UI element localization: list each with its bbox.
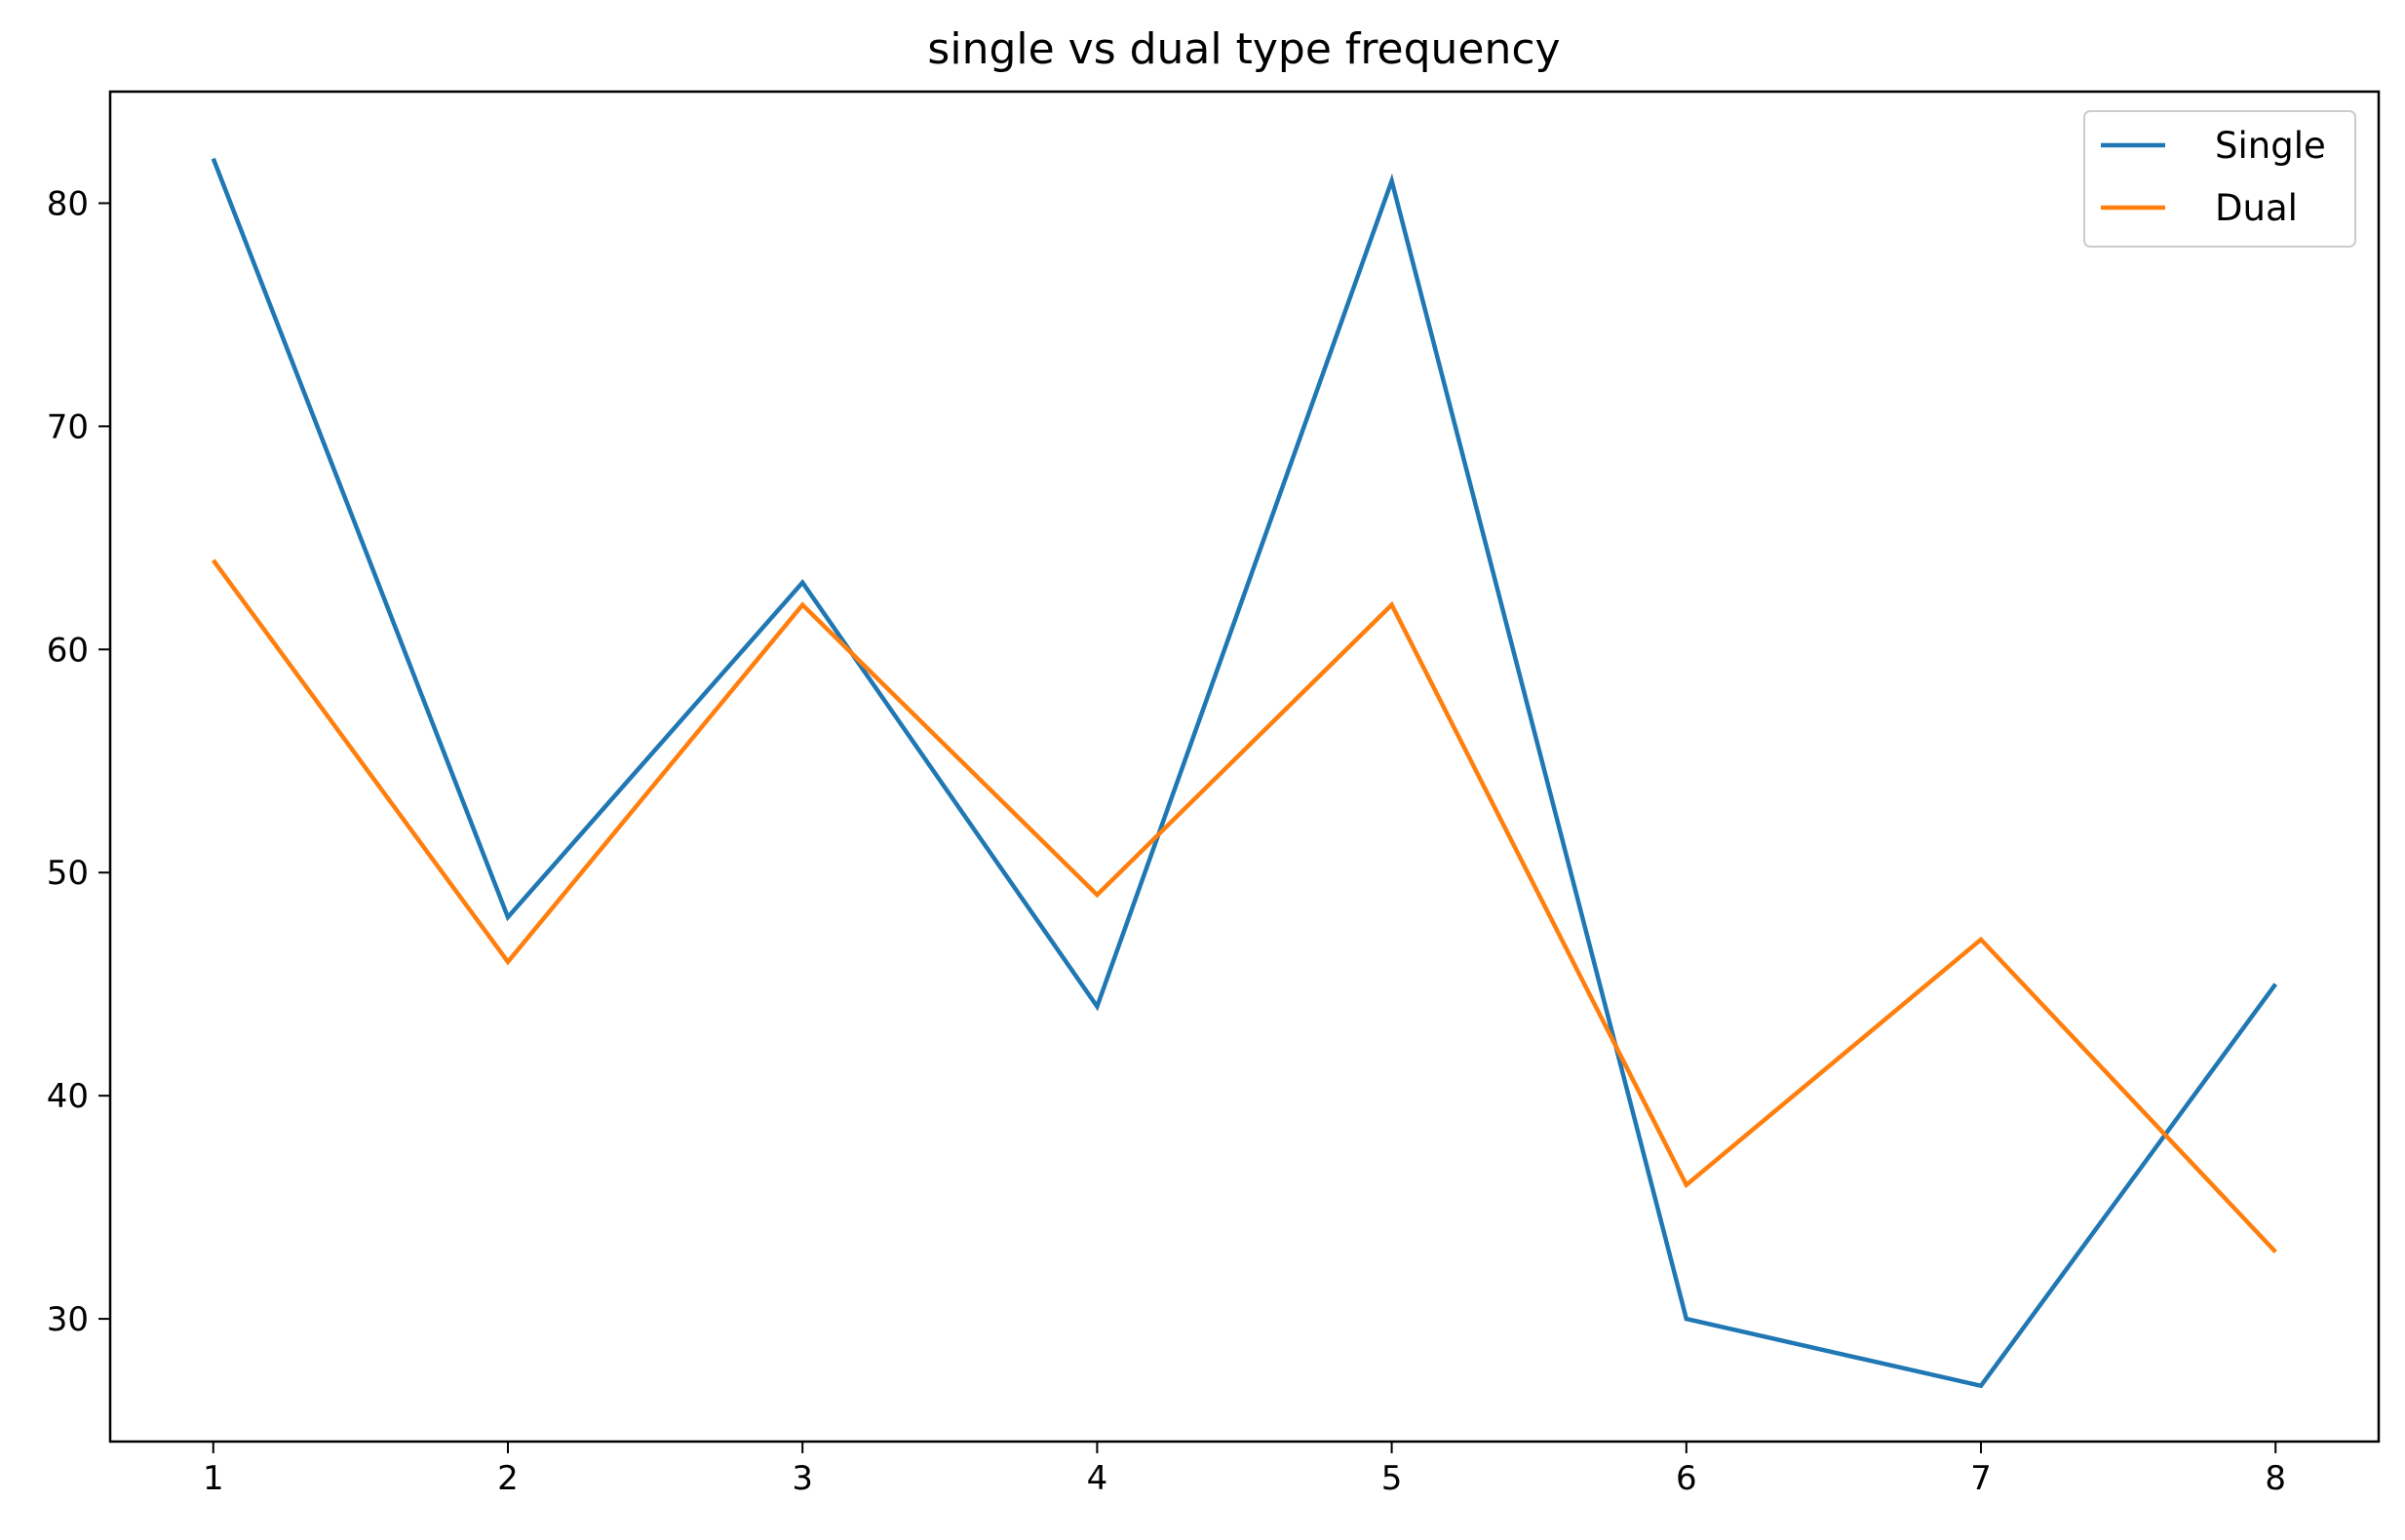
series-line-dual xyxy=(211,558,2277,1253)
x-tick-label: 8 xyxy=(2265,1459,2286,1498)
x-tick-label: 5 xyxy=(1381,1459,1403,1498)
y-tick-label: 50 xyxy=(47,854,89,893)
legend: Single Dual xyxy=(2083,110,2356,248)
axis-ticks: 1 2 3 4 5 6 7 8 30 40 50 60 70 80 xyxy=(47,184,2286,1498)
series-lines xyxy=(211,157,2278,1389)
chart-title: single vs dual type frequency xyxy=(927,24,1560,74)
x-tick-label: 6 xyxy=(1676,1459,1697,1498)
y-tick-label: 80 xyxy=(47,184,89,223)
legend-label-single: Single xyxy=(2215,125,2326,167)
y-tick-label: 60 xyxy=(47,631,89,670)
series-line-single xyxy=(211,157,2278,1389)
y-tick-label: 40 xyxy=(47,1077,89,1116)
x-tick-label: 1 xyxy=(203,1459,224,1498)
y-tick-label: 30 xyxy=(47,1300,89,1339)
legend-label-dual: Dual xyxy=(2215,187,2298,229)
x-tick-label: 4 xyxy=(1087,1459,1108,1498)
x-tick-label: 2 xyxy=(497,1459,519,1498)
x-tick-label: 3 xyxy=(792,1459,813,1498)
y-tick-label: 70 xyxy=(47,407,89,446)
plot-area-frame xyxy=(108,90,2381,1444)
x-tick-label: 7 xyxy=(1970,1459,1992,1498)
